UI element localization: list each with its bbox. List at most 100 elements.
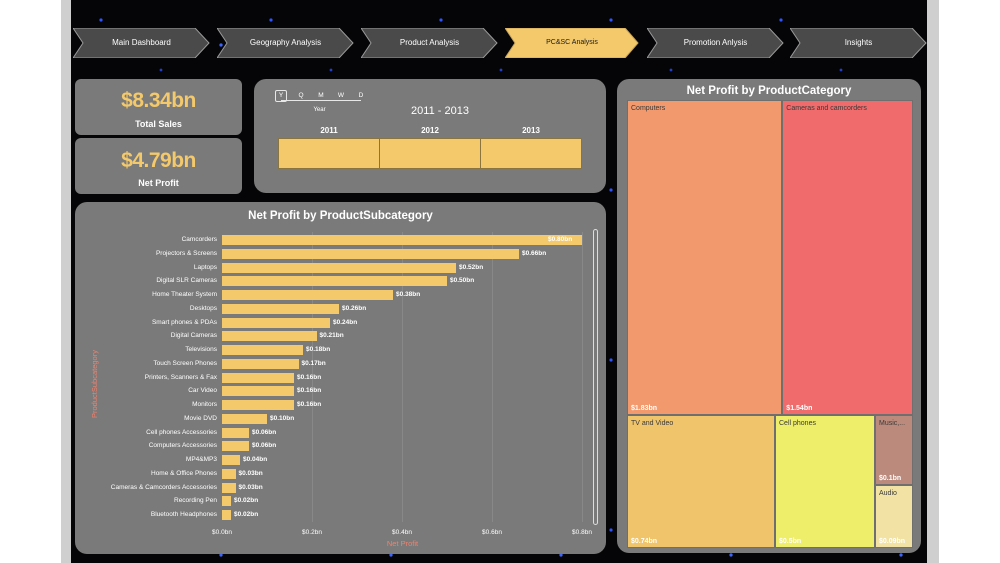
data-label: $0.26bn — [342, 304, 367, 312]
gridline — [492, 232, 493, 522]
x-tick-label: $0.8bn — [572, 529, 592, 536]
bar[interactable] — [222, 372, 294, 383]
tile-category-label: Cell phones — [779, 419, 816, 427]
data-label: $0.16bn — [297, 387, 322, 395]
tile-category-label: Cameras and camcorders — [786, 105, 867, 112]
granularity-week[interactable]: W — [337, 92, 345, 99]
granularity-year[interactable]: Y — [275, 90, 287, 102]
bar[interactable] — [222, 468, 236, 479]
nav-arrow-shape — [505, 28, 639, 58]
data-label: $0.16bn — [297, 373, 322, 381]
bar[interactable] — [222, 248, 519, 259]
nav-label: Product Analysis — [399, 38, 460, 47]
tile-category-label: Audio — [879, 489, 897, 497]
category-label: Cell phones Accessories — [146, 428, 217, 436]
nav-promotion-analysis[interactable]: Promotion Anlysis — [647, 28, 784, 58]
nav-label: Geography Analysis — [249, 38, 322, 47]
bar[interactable] — [222, 262, 456, 273]
tile-value-label: $0.09bn — [879, 537, 906, 545]
category-label: Digital Cameras — [170, 332, 217, 340]
category-label: Movie DVD — [184, 414, 217, 422]
x-tick-label: $0.0bn — [212, 529, 232, 536]
treemap-tile[interactable]: Computers $1.83bn — [627, 100, 783, 415]
treemap-tile[interactable]: Cameras and camcorders $1.54bn — [782, 100, 913, 415]
x-tick-label: $0.2bn — [302, 529, 322, 536]
nav-arrow-shape — [790, 28, 927, 58]
chart-scrollbar[interactable] — [593, 229, 598, 525]
year-label-2011: 2011 — [320, 126, 338, 135]
bar[interactable] — [222, 345, 303, 355]
category-label: Home Theater System — [152, 291, 217, 298]
category-label: Printers, Scanners & Fax — [144, 373, 217, 381]
bar[interactable] — [222, 276, 447, 287]
kpi-label: Total Sales — [135, 119, 182, 129]
category-label: Projectors & Screens — [155, 249, 217, 257]
bar[interactable] — [222, 331, 317, 342]
date-slicer-card — [254, 79, 606, 193]
bar[interactable] — [222, 317, 330, 328]
bar[interactable] — [222, 290, 393, 300]
date-range-label: 2011 - 2013 — [411, 105, 469, 117]
nav-label: Promotion Anlysis — [683, 38, 748, 47]
kpi-label: Net Profit — [138, 178, 179, 188]
bar[interactable] — [222, 413, 267, 424]
tile-value-label: $1.54bn — [786, 404, 813, 412]
x-tick-label: $0.6bn — [482, 529, 502, 536]
nav-arrow-shape — [217, 28, 354, 58]
x-tick-label: $0.4bn — [392, 529, 412, 536]
granularity-month[interactable]: M — [318, 92, 324, 99]
tile-value-label: $1.83bn — [631, 404, 658, 412]
data-label: $0.16bn — [297, 401, 322, 408]
gridline — [582, 232, 583, 522]
bar[interactable] — [222, 482, 236, 493]
gridline — [402, 232, 403, 522]
bar[interactable] — [222, 496, 231, 507]
granularity-day[interactable]: D — [358, 92, 364, 99]
treemap-tile[interactable]: Cell phones $0.5bn — [775, 414, 875, 548]
treemap-tile[interactable]: Music,... $0.1bn — [875, 414, 913, 485]
kpi-card-net-profit: $4.79bn Net Profit — [75, 138, 242, 194]
tile-category-label: Music,... — [879, 419, 906, 427]
category-label: Bluetooth Headphones — [150, 511, 217, 518]
nav-label: PC&SC Analysis — [546, 39, 598, 46]
treemap-tile[interactable]: TV and Video $0.74bn — [627, 414, 775, 548]
data-label: $0.06bn — [252, 428, 277, 436]
year-cell-2011[interactable] — [278, 138, 380, 169]
bar[interactable] — [222, 386, 294, 397]
bar[interactable] — [222, 303, 339, 314]
treemap-tile[interactable]: Audio $0.09bn — [875, 484, 913, 548]
granularity-track — [281, 100, 361, 101]
nav-insights[interactable]: Insights — [790, 28, 927, 58]
nav-product-analysis[interactable]: Product Analysis — [361, 28, 498, 58]
kpi-value: $8.34bn — [121, 89, 196, 112]
nav-arrow-shape — [361, 28, 498, 58]
year-cell-2013[interactable] — [480, 138, 582, 169]
data-label: $0.18bn — [306, 346, 331, 353]
bar[interactable] — [222, 427, 249, 438]
granularity-quarter[interactable]: Q — [298, 92, 304, 99]
category-label: Smart phones & PDAs — [151, 318, 217, 326]
data-label: $0.10bn — [270, 414, 295, 422]
category-label: Touch Screen Phones — [153, 359, 217, 367]
nav-main-dashboard[interactable]: Main Dashboard — [73, 28, 210, 58]
nav-geography-analysis[interactable]: Geography Analysis — [217, 28, 354, 58]
bar[interactable] — [222, 510, 231, 520]
category-label: Monitors — [192, 401, 217, 408]
nav-pcsc-analysis[interactable]: PC&SC Analysis — [505, 28, 639, 58]
tile-value-label: $0.74bn — [631, 537, 658, 545]
bar[interactable] — [222, 455, 240, 465]
data-label: $0.80bn — [548, 236, 573, 243]
y-axis-title: ProductSubcategory — [90, 310, 99, 418]
bar[interactable] — [222, 441, 249, 452]
year-cell-2012[interactable] — [379, 138, 481, 169]
bar[interactable] — [222, 235, 582, 245]
subcategory-chart-card: Net Profit by ProductSubcategory — [75, 202, 606, 554]
category-label: Recording Pen — [174, 497, 217, 505]
bar[interactable] — [222, 358, 299, 369]
category-label: Televisions — [185, 346, 217, 353]
data-label: $0.50bn — [450, 277, 475, 285]
data-label: $0.38bn — [396, 291, 421, 298]
bar[interactable] — [222, 400, 294, 410]
tile-value-label: $0.1bn — [879, 474, 902, 482]
data-label: $0.02bn — [234, 511, 259, 518]
